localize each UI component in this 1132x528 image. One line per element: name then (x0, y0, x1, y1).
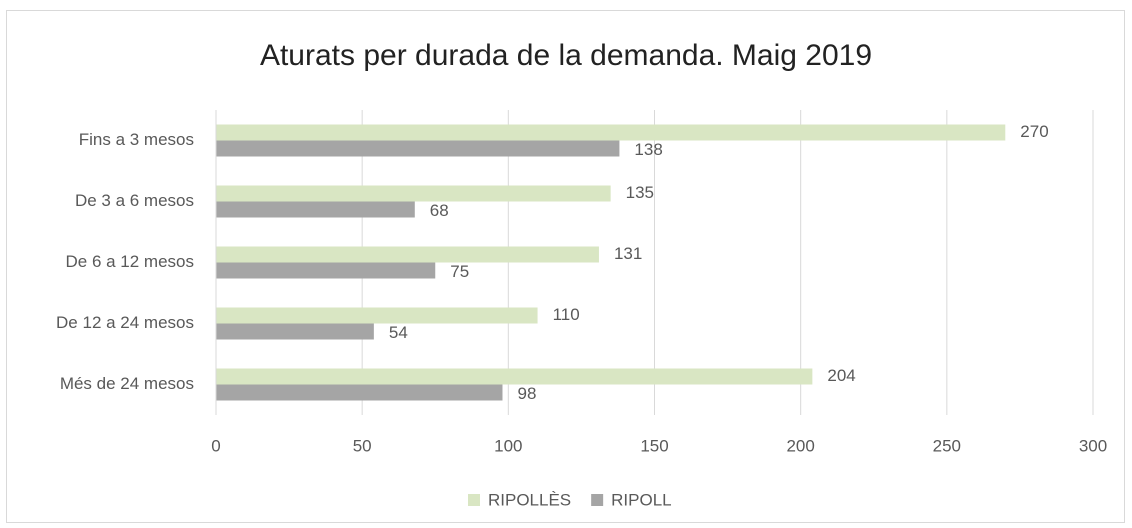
bar (216, 124, 1006, 141)
chart-title: Aturats per durada de la demanda. Maig 2… (260, 39, 872, 72)
data-label: 98 (517, 384, 536, 403)
data-label: 135 (626, 183, 654, 202)
data-label: 54 (389, 323, 408, 342)
x-tick-label: 100 (494, 436, 522, 455)
data-label: 138 (634, 140, 662, 159)
y-tick-label: De 3 a 6 mesos (75, 191, 194, 210)
y-tick-label: Fins a 3 mesos (79, 130, 194, 149)
x-tick-label: 150 (640, 436, 668, 455)
x-tick-label: 0 (211, 436, 220, 455)
legend-swatch (591, 494, 604, 506)
bar (216, 185, 611, 202)
bar (216, 262, 436, 279)
data-label: 110 (553, 305, 580, 324)
bar (216, 246, 599, 263)
bar (216, 307, 538, 324)
y-tick-label: De 12 a 24 mesos (56, 313, 194, 332)
data-label: 131 (614, 244, 642, 263)
chart-border (6, 10, 1125, 523)
y-tick-label: De 6 a 12 mesos (65, 252, 194, 271)
data-label: 75 (450, 262, 469, 281)
bar (216, 323, 374, 340)
x-tick-label: 50 (353, 436, 372, 455)
data-label: 270 (1020, 122, 1048, 141)
data-label: 68 (430, 201, 449, 220)
bar (216, 201, 415, 218)
x-tick-label: 250 (933, 436, 961, 455)
x-tick-label: 200 (786, 436, 814, 455)
bar (216, 368, 813, 385)
bar (216, 140, 620, 157)
data-label: 204 (827, 366, 855, 385)
legend-swatch (468, 494, 480, 506)
bar (216, 384, 503, 401)
y-tick-label: Més de 24 mesos (60, 374, 194, 393)
legend-label: RIPOLLÈS (488, 490, 571, 509)
legend-label: RIPOLL (611, 490, 671, 509)
x-tick-label: 300 (1079, 436, 1107, 455)
